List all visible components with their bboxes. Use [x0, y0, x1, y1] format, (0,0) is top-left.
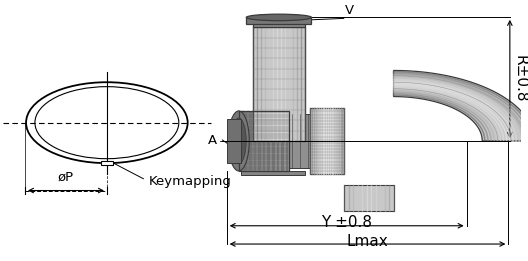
Bar: [239, 111, 289, 171]
Bar: [289, 114, 310, 168]
Polygon shape: [393, 70, 528, 141]
Text: Y ±0.8: Y ±0.8: [321, 215, 372, 230]
Text: V: V: [345, 4, 354, 17]
Bar: [253, 20, 305, 27]
Text: Keymapping: Keymapping: [148, 175, 231, 188]
Bar: [101, 161, 112, 165]
Bar: [241, 171, 305, 175]
Bar: [239, 111, 289, 171]
Text: Lmax: Lmax: [347, 234, 389, 249]
Bar: [253, 27, 305, 141]
Text: R±0.8: R±0.8: [513, 55, 528, 103]
Bar: [247, 17, 312, 24]
Bar: [310, 108, 344, 174]
Ellipse shape: [247, 14, 312, 21]
Text: øP: øP: [58, 171, 74, 184]
Ellipse shape: [228, 111, 249, 171]
Ellipse shape: [231, 118, 246, 164]
Bar: [344, 185, 393, 211]
Text: A: A: [208, 134, 218, 147]
Bar: [227, 119, 241, 163]
